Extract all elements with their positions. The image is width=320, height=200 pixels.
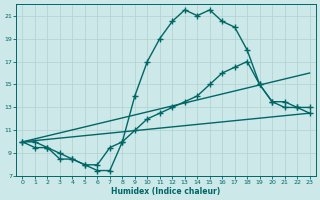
X-axis label: Humidex (Indice chaleur): Humidex (Indice chaleur) [111,187,221,196]
